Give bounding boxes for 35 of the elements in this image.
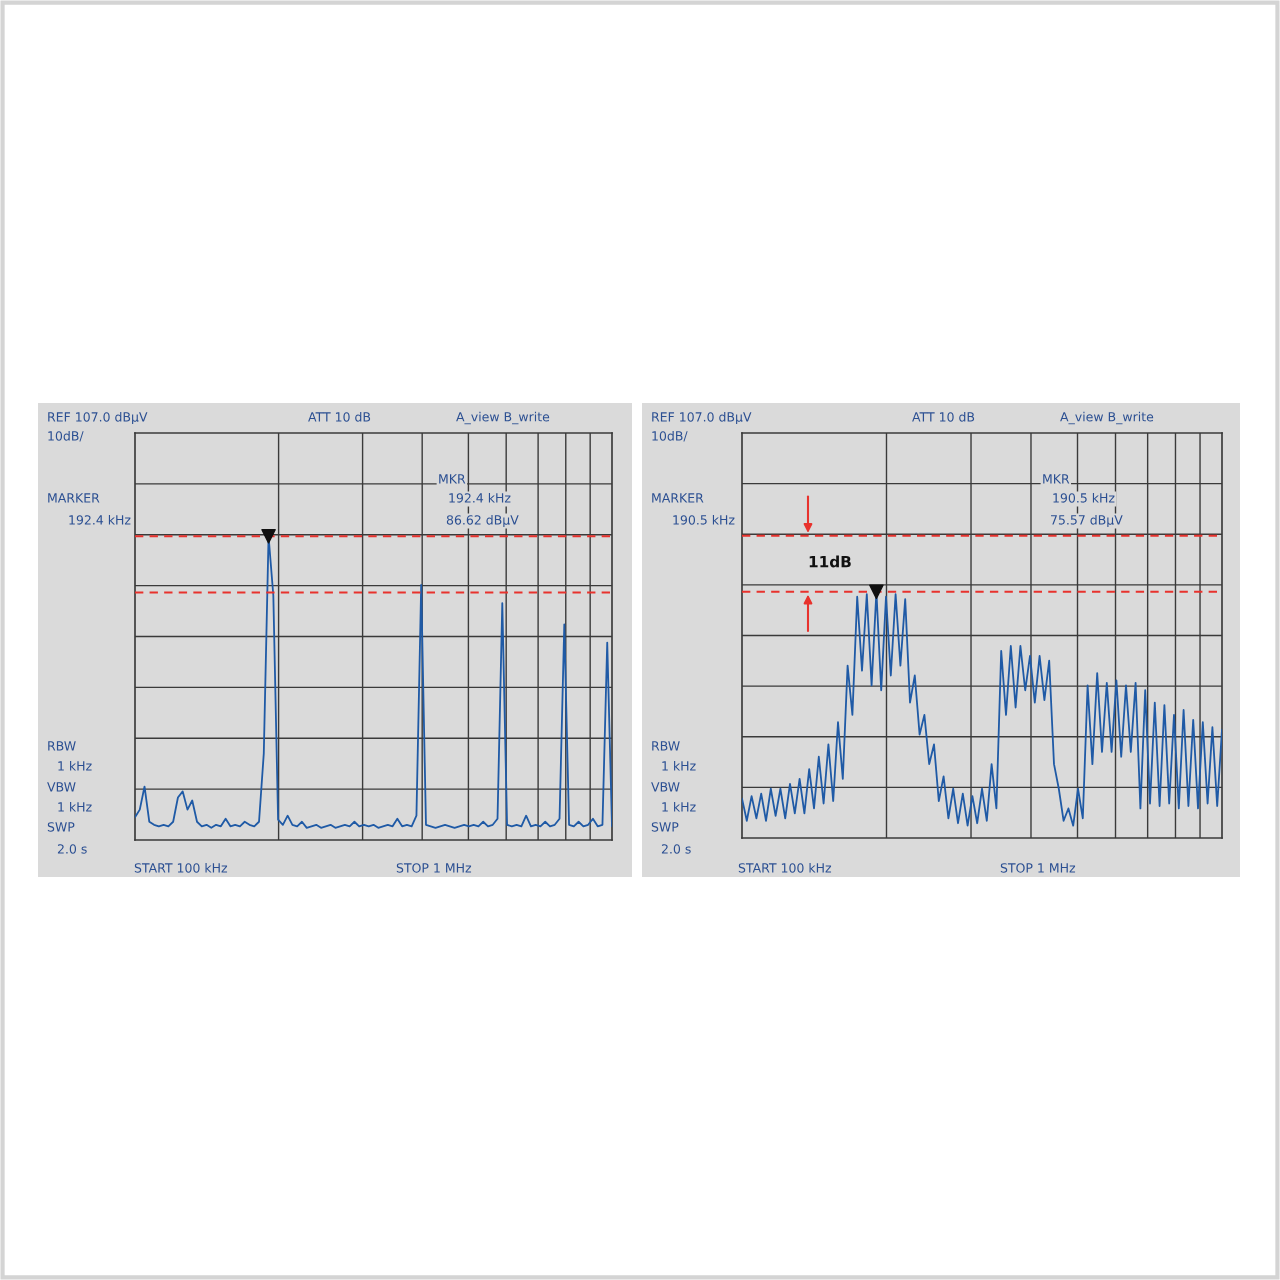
text: MKR: [439, 474, 466, 484]
text: 1 kHz: [662, 801, 696, 812]
text: MKR: [1043, 474, 1070, 484]
text: ATT 10 dB: [912, 411, 975, 422]
text: START 100 kHz: [738, 862, 832, 873]
text: VBW: [47, 782, 76, 792]
text: STOP 1 MHz: [396, 863, 472, 873]
text: 1 kHz: [58, 801, 92, 812]
text: VBW: [651, 782, 680, 792]
text: A_view B_write: [1060, 411, 1154, 425]
text: 190.5 kHz: [673, 514, 735, 525]
text: ATT 10 dB: [308, 411, 371, 422]
text: START 100 kHz: [134, 862, 228, 873]
text: 1 kHz: [58, 760, 92, 771]
text: 10dB/: [652, 430, 688, 442]
text: 190.5 kHz: [1053, 492, 1115, 503]
text: 75.57 dBμV: [1051, 514, 1123, 528]
text: SWP: [651, 822, 679, 832]
text: RBW: [652, 741, 680, 751]
text: MARKER: [48, 493, 100, 503]
text: A_view B_write: [456, 411, 550, 425]
text: MARKER: [652, 493, 704, 503]
text: 192.4 kHz: [69, 514, 131, 525]
text: STOP 1 MHz: [1000, 863, 1076, 873]
text: 1 kHz: [662, 760, 696, 771]
text: REF 107.0 dBμV: [48, 411, 148, 425]
text: RBW: [48, 741, 76, 751]
text: 2.0 s: [661, 844, 691, 854]
text: 11dB: [809, 555, 851, 568]
text: 2.0 s: [57, 844, 87, 854]
text: 10dB/: [48, 430, 84, 442]
text: 86.62 dBμV: [446, 514, 519, 528]
text: SWP: [47, 822, 75, 832]
text: REF 107.0 dBμV: [652, 411, 752, 425]
text: 192.4 kHz: [449, 492, 511, 503]
